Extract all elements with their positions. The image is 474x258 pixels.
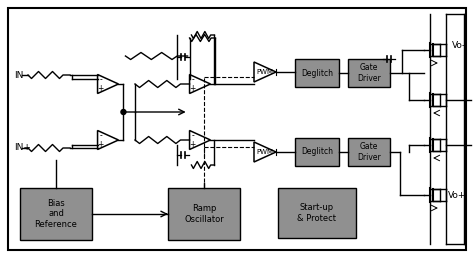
Text: Vo+: Vo+ [447, 190, 466, 199]
Bar [20, 188, 92, 240]
Bar [168, 188, 240, 240]
Text: -: - [191, 131, 194, 140]
Text: Gate
Driver: Gate Driver [357, 142, 381, 162]
Text: +: + [98, 140, 104, 149]
Text: Deglitch: Deglitch [301, 148, 333, 157]
Text: -: - [191, 75, 194, 84]
Circle shape [121, 109, 126, 115]
Text: -: - [100, 131, 102, 140]
Bar [348, 138, 390, 166]
Text: Bias
and
Reference: Bias and Reference [35, 199, 77, 229]
Text: +: + [190, 84, 196, 93]
Text: Deglitch: Deglitch [301, 69, 333, 77]
Text: Start-up
& Protect: Start-up & Protect [298, 203, 337, 223]
Text: Vo-: Vo- [452, 41, 466, 50]
Text: Ramp
Oscillator: Ramp Oscillator [184, 204, 224, 224]
Bar [348, 59, 390, 87]
Text: IN+: IN+ [14, 143, 31, 152]
Text: PWM: PWM [256, 69, 273, 75]
Text: -: - [100, 75, 102, 84]
Bar [278, 188, 356, 238]
Bar [295, 59, 339, 87]
Text: +: + [190, 140, 196, 149]
Bar [295, 138, 339, 166]
Text: IN-: IN- [14, 70, 27, 79]
Text: PWM: PWM [256, 149, 273, 155]
Text: +: + [98, 84, 104, 93]
Text: Gate
Driver: Gate Driver [357, 63, 381, 83]
